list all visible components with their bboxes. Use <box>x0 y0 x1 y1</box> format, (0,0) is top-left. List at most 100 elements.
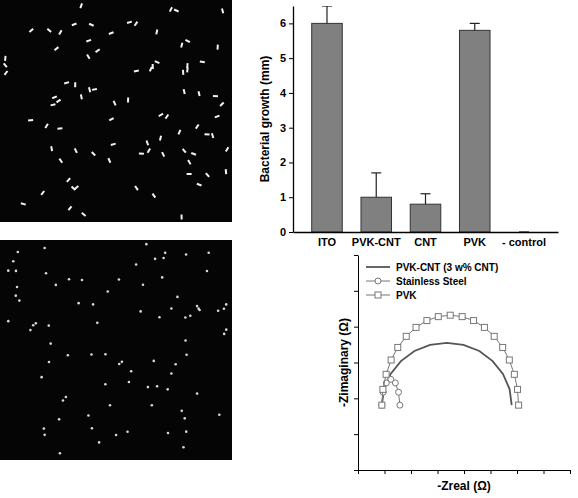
bar <box>459 30 490 232</box>
tick-mark <box>289 58 293 59</box>
cell <box>169 7 173 12</box>
bar <box>410 204 441 232</box>
cell <box>184 316 187 319</box>
point <box>383 371 389 377</box>
cell <box>139 310 142 313</box>
legend-swatch <box>366 266 390 268</box>
cell <box>49 342 52 345</box>
series <box>382 343 512 405</box>
bar <box>361 197 392 232</box>
error-bar <box>470 23 480 30</box>
cell <box>59 158 64 163</box>
tick: ITO <box>318 232 337 248</box>
cell <box>35 322 38 325</box>
cell <box>79 3 83 8</box>
tick-label: 1 <box>280 191 286 203</box>
cell <box>161 152 165 157</box>
tick: 5 <box>280 52 293 64</box>
cell <box>96 322 99 325</box>
cell <box>74 82 76 87</box>
cell <box>200 60 205 63</box>
cell <box>50 146 53 151</box>
cell <box>156 385 159 388</box>
cell <box>21 202 26 205</box>
tick-mark <box>289 197 293 198</box>
cell <box>127 21 132 24</box>
cell <box>64 81 69 84</box>
tick-mark <box>464 470 465 474</box>
point <box>424 318 430 324</box>
legend-item: PVK <box>366 290 417 301</box>
tick-label: 4 <box>280 87 287 99</box>
tick: 3 <box>280 122 293 134</box>
cell <box>196 392 199 395</box>
tick-mark <box>354 434 358 435</box>
axis-title: -Zreal (Ω) <box>437 479 491 493</box>
axis-line <box>293 7 294 233</box>
point <box>380 386 386 392</box>
cell <box>223 307 226 310</box>
cell <box>225 328 228 331</box>
cell <box>7 320 10 323</box>
cell <box>121 361 124 364</box>
cell <box>43 427 46 430</box>
point <box>516 402 522 408</box>
cell <box>211 133 214 138</box>
cell <box>155 29 158 34</box>
point <box>379 402 385 408</box>
x-axis <box>359 470 571 474</box>
cell <box>225 303 228 306</box>
cell <box>185 353 188 356</box>
axis-title: Bacterial growth (mm) <box>258 56 272 183</box>
tick-label: 3 <box>280 122 286 134</box>
cell <box>205 172 210 177</box>
tick: PVK-CNT <box>352 232 401 248</box>
cell <box>191 152 196 156</box>
error-bar-stem <box>326 6 327 23</box>
cell <box>54 46 59 51</box>
bar-chart: 0123456ITOPVK-CNTCNTPVK- controlBacteria… <box>258 6 559 248</box>
cell <box>98 441 101 444</box>
point <box>413 324 419 330</box>
axis-title: -Zimaginary (Ω) <box>337 318 351 407</box>
cell <box>90 353 93 356</box>
cell <box>28 119 33 121</box>
cell <box>29 28 34 33</box>
cell <box>71 23 76 27</box>
cell <box>217 45 219 50</box>
cell <box>109 117 114 121</box>
cell <box>4 56 6 61</box>
tick: 4 <box>280 87 293 99</box>
cell <box>147 148 151 153</box>
cell <box>182 70 184 75</box>
cell <box>167 432 170 435</box>
cell <box>195 124 199 129</box>
cell <box>176 296 179 299</box>
tick <box>411 470 412 474</box>
cell <box>7 269 10 272</box>
cell <box>204 133 209 135</box>
cell <box>48 361 51 364</box>
cell <box>183 89 186 94</box>
error-bar-stem <box>425 194 426 204</box>
cell <box>111 143 116 146</box>
cell <box>104 383 107 386</box>
series <box>379 376 403 408</box>
cell <box>18 299 21 302</box>
tick-mark <box>354 363 358 364</box>
series-line <box>382 343 512 405</box>
cell <box>198 91 201 96</box>
error-bar-cap <box>470 23 480 24</box>
cell <box>43 247 46 250</box>
micrograph-background <box>0 240 232 460</box>
cell <box>58 418 61 421</box>
cell <box>29 329 32 332</box>
cell <box>154 60 159 64</box>
y-axis: 0123456 <box>280 7 294 239</box>
cell <box>186 63 188 68</box>
cell <box>206 270 209 273</box>
cell <box>109 404 112 407</box>
cell <box>32 324 35 327</box>
point <box>459 314 465 320</box>
cell <box>154 258 157 261</box>
